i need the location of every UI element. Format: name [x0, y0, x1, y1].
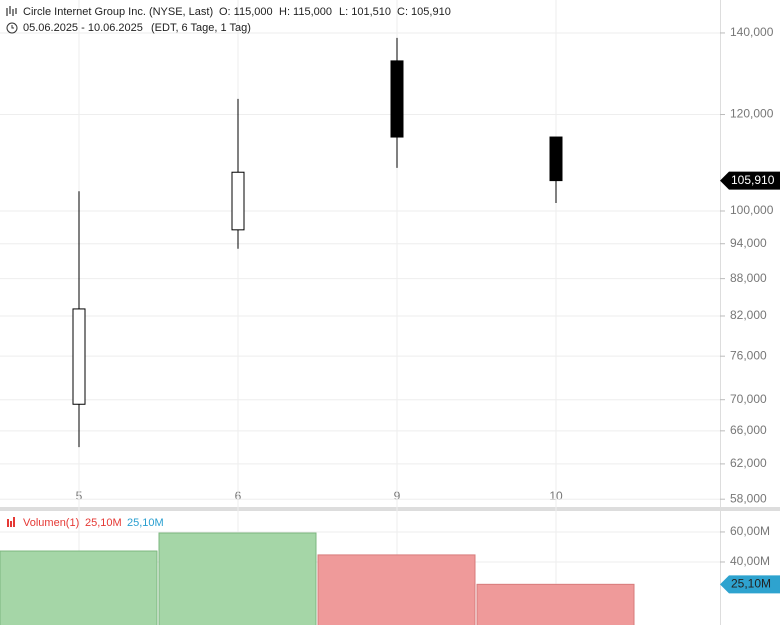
last-volume-label: 25,10M	[731, 577, 771, 591]
pane-separator	[0, 507, 780, 511]
last-price-tag	[720, 171, 780, 190]
candle-body	[390, 60, 404, 138]
volume-icon	[7, 517, 15, 527]
header-ohlc: H: 115,000	[279, 6, 332, 18]
y-tick-label: 40,00M	[730, 554, 770, 568]
volume-legend-value: 25,10M	[85, 517, 122, 529]
header-range: 05.06.2025 - 10.06.2025	[23, 22, 143, 34]
y-tick-label: 140,000	[730, 25, 774, 39]
y-tick-label: 82,000	[730, 308, 767, 322]
volume-bar	[158, 532, 317, 625]
y-tick-label: 120,000	[730, 107, 774, 121]
volume-bar	[476, 583, 635, 625]
candle-body	[231, 171, 245, 231]
volume-bar	[0, 550, 158, 625]
header-ohlc: O: 115,000	[219, 6, 273, 18]
candle-body	[549, 136, 563, 182]
y-tick-label: 60,00M	[730, 524, 770, 538]
last-volume-tag	[720, 575, 780, 594]
y-tick-label: 62,000	[730, 456, 767, 470]
y-tick-label: 94,000	[730, 236, 767, 250]
last-price-label: 105,910	[731, 173, 775, 187]
header-icon	[6, 6, 17, 16]
y-tick-label: 76,000	[730, 348, 767, 362]
header-title: Circle Internet Group Inc. (NYSE, Last)	[23, 6, 213, 18]
candle-body	[72, 308, 86, 405]
volume-bar	[317, 554, 476, 625]
header-ohlc: C: 105,910	[397, 6, 451, 18]
y-tick-label: 100,000	[730, 203, 774, 217]
clock-icon	[6, 22, 18, 34]
header-info: (EDT, 6 Tage, 1 Tag)	[151, 22, 251, 34]
y-tick-label: 58,000	[730, 491, 767, 505]
y-tick-label: 88,000	[730, 271, 767, 285]
y-tick-label: 66,000	[730, 423, 767, 437]
header-ohlc: L: 101,510	[339, 6, 391, 18]
y-tick-label: 70,000	[730, 392, 767, 406]
volume-legend: Volumen(1)	[23, 517, 79, 529]
volume-legend-value: 25,10M	[127, 517, 164, 529]
